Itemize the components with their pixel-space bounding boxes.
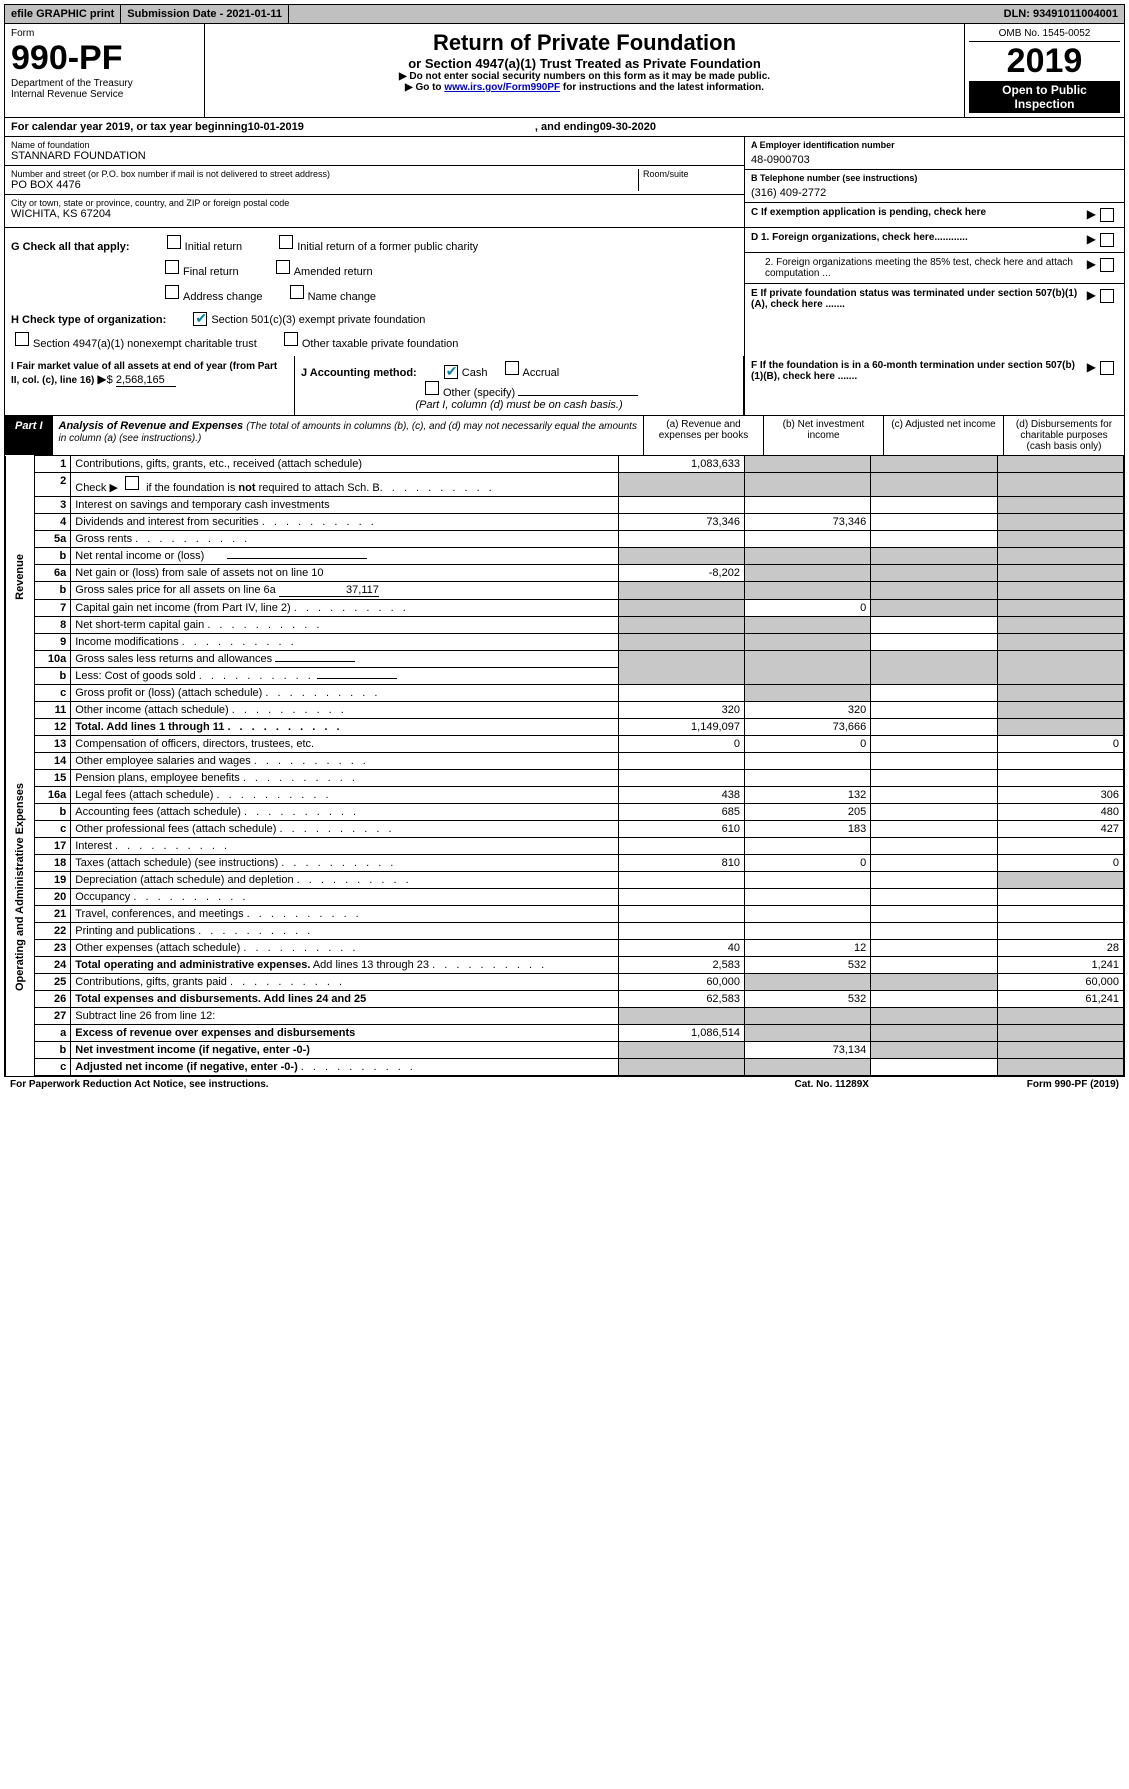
f-label: F If the foundation is in a 60-month ter… xyxy=(751,360,1087,382)
ein: 48-0900703 xyxy=(751,150,1118,166)
part1-tab: Part I xyxy=(5,416,53,455)
h3-checkbox[interactable] xyxy=(284,332,298,346)
note-link: ▶ Go to www.irs.gov/Form990PF for instru… xyxy=(211,82,958,93)
j-accrual-checkbox[interactable] xyxy=(505,361,519,375)
col-d: (d) Disbursements for charitable purpose… xyxy=(1004,416,1124,455)
side-revenue: Revenue xyxy=(14,554,26,600)
omb: OMB No. 1545-0052 xyxy=(969,28,1120,42)
j-label: J Accounting method: xyxy=(301,367,417,379)
i-value: 2,568,165 xyxy=(116,374,176,387)
c-label: C If exemption application is pending, c… xyxy=(751,207,1087,218)
h2-checkbox[interactable] xyxy=(15,332,29,346)
tel: (316) 409-2772 xyxy=(751,183,1118,199)
inspection-badge: Open to Public Inspection xyxy=(969,81,1120,113)
d2-checkbox[interactable] xyxy=(1100,258,1114,272)
topbar: efile GRAPHIC print Submission Date - 20… xyxy=(4,4,1125,24)
footer-left: For Paperwork Reduction Act Notice, see … xyxy=(10,1079,269,1090)
tax-year: 2019 xyxy=(969,42,1120,81)
city-label: City or town, state or province, country… xyxy=(11,198,738,208)
addr-label: Number and street (or P.O. box number if… xyxy=(11,169,638,179)
form-label: Form xyxy=(11,28,198,39)
org-city: WICHITA, KS 67204 xyxy=(11,208,738,220)
c-checkbox[interactable] xyxy=(1100,208,1114,222)
g1-checkbox[interactable] xyxy=(167,235,181,249)
tax-begin: 10-01-2019 xyxy=(248,121,304,133)
form-header: Form 990-PF Department of the Treasury I… xyxy=(4,24,1125,118)
name-label: Name of foundation xyxy=(11,140,738,150)
submission-date: Submission Date - 2021-01-11 xyxy=(121,5,289,23)
tel-label: B Telephone number (see instructions) xyxy=(751,173,1118,183)
g6-checkbox[interactable] xyxy=(290,285,304,299)
org-addr: PO BOX 4476 xyxy=(11,179,638,191)
org-info: Name of foundation STANNARD FOUNDATION N… xyxy=(4,137,1125,228)
part1-header: Part I Analysis of Revenue and Expenses … xyxy=(5,416,1124,455)
footer: For Paperwork Reduction Act Notice, see … xyxy=(4,1077,1125,1092)
j-other-checkbox[interactable] xyxy=(425,381,439,395)
room-label: Room/suite xyxy=(643,169,738,179)
e-label: E If private foundation status was termi… xyxy=(751,288,1087,310)
footer-formid: Form 990-PF (2019) xyxy=(1027,1079,1119,1090)
col-a: (a) Revenue and expenses per books xyxy=(644,416,764,455)
g5-checkbox[interactable] xyxy=(165,285,179,299)
arrow-icon: ▶ xyxy=(1087,207,1096,221)
calendar-row: For calendar year 2019, or tax year begi… xyxy=(4,118,1125,137)
form-url-link[interactable]: www.irs.gov/Form990PF xyxy=(444,82,560,93)
j-cash-checkbox[interactable] xyxy=(444,365,458,379)
footer-catno: Cat. No. 11289X xyxy=(794,1079,868,1090)
side-expenses: Operating and Administrative Expenses xyxy=(14,783,26,991)
irs: Internal Revenue Service xyxy=(11,89,198,100)
j-note: (Part I, column (d) must be on cash basi… xyxy=(301,399,737,411)
d1-checkbox[interactable] xyxy=(1100,233,1114,247)
note-ssn: ▶ Do not enter social security numbers o… xyxy=(211,71,958,82)
f-checkbox[interactable] xyxy=(1100,361,1114,375)
dept: Department of the Treasury xyxy=(11,78,198,89)
dln: DLN: 93491011004001 xyxy=(998,5,1124,23)
g-label: G Check all that apply: xyxy=(11,241,130,253)
h-label: H Check type of organization: xyxy=(11,314,166,326)
col-b: (b) Net investment income xyxy=(764,416,884,455)
d2-label: 2. Foreign organizations meeting the 85%… xyxy=(751,257,1087,279)
part1-table: Revenue 1Contributions, gifts, grants, e… xyxy=(5,455,1124,1076)
d1-label: D 1. Foreign organizations, check here..… xyxy=(751,232,1087,243)
form-subtitle: or Section 4947(a)(1) Trust Treated as P… xyxy=(211,56,958,71)
form-number: 990-PF xyxy=(11,39,198,78)
efile-label[interactable]: efile GRAPHIC print xyxy=(5,5,121,23)
tax-end: 09-30-2020 xyxy=(600,121,656,133)
org-name: STANNARD FOUNDATION xyxy=(11,150,738,162)
g3-checkbox[interactable] xyxy=(165,260,179,274)
e-checkbox[interactable] xyxy=(1100,289,1114,303)
g2-checkbox[interactable] xyxy=(279,235,293,249)
form-title: Return of Private Foundation xyxy=(211,30,958,56)
g4-checkbox[interactable] xyxy=(276,260,290,274)
col-c: (c) Adjusted net income xyxy=(884,416,1004,455)
ein-label: A Employer identification number xyxy=(751,140,1118,150)
h1-checkbox[interactable] xyxy=(193,312,207,326)
part1-title: Analysis of Revenue and Expenses xyxy=(59,420,244,432)
schb-checkbox[interactable] xyxy=(125,476,139,490)
